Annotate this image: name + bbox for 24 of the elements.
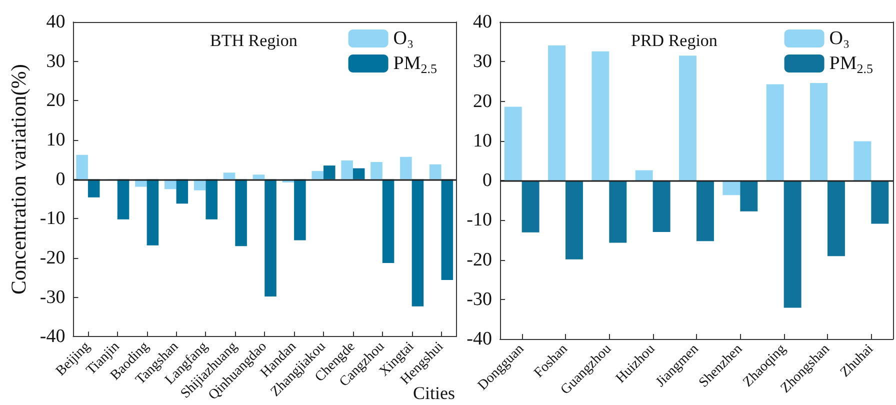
y-tick-label: 30 bbox=[46, 50, 66, 72]
y-tick-label: 10 bbox=[473, 130, 492, 152]
y-tick-label: -30 bbox=[40, 286, 66, 308]
legend-label: O₃ bbox=[829, 28, 850, 49]
y-tick-label: 40 bbox=[473, 12, 492, 32]
y-tick-label: 30 bbox=[473, 51, 492, 72]
y-tick-label: 10 bbox=[46, 129, 66, 150]
y-tick-label: -10 bbox=[40, 208, 66, 230]
y-tick-label: -20 bbox=[466, 249, 492, 270]
y-tick-label: 0 bbox=[56, 168, 66, 190]
y-axis-title: Concentration variation(%) bbox=[6, 64, 30, 294]
y-tick-label: -20 bbox=[40, 247, 66, 268]
y-tick-label: 40 bbox=[46, 12, 66, 32]
y-tick-label: -40 bbox=[40, 326, 66, 348]
x-axis-title: Cities bbox=[412, 383, 456, 403]
y-tick-label: -40 bbox=[466, 328, 492, 350]
y-tick-label: -30 bbox=[466, 288, 492, 310]
y-tick-label: -10 bbox=[466, 210, 492, 231]
text: PRD Region bbox=[631, 31, 718, 50]
legend-label: O₃ bbox=[393, 28, 414, 49]
y-tick-label: 20 bbox=[46, 90, 66, 112]
text: BTH Region bbox=[210, 31, 298, 50]
y-tick-label: 0 bbox=[482, 170, 492, 191]
y-tick-label: 20 bbox=[473, 90, 492, 112]
